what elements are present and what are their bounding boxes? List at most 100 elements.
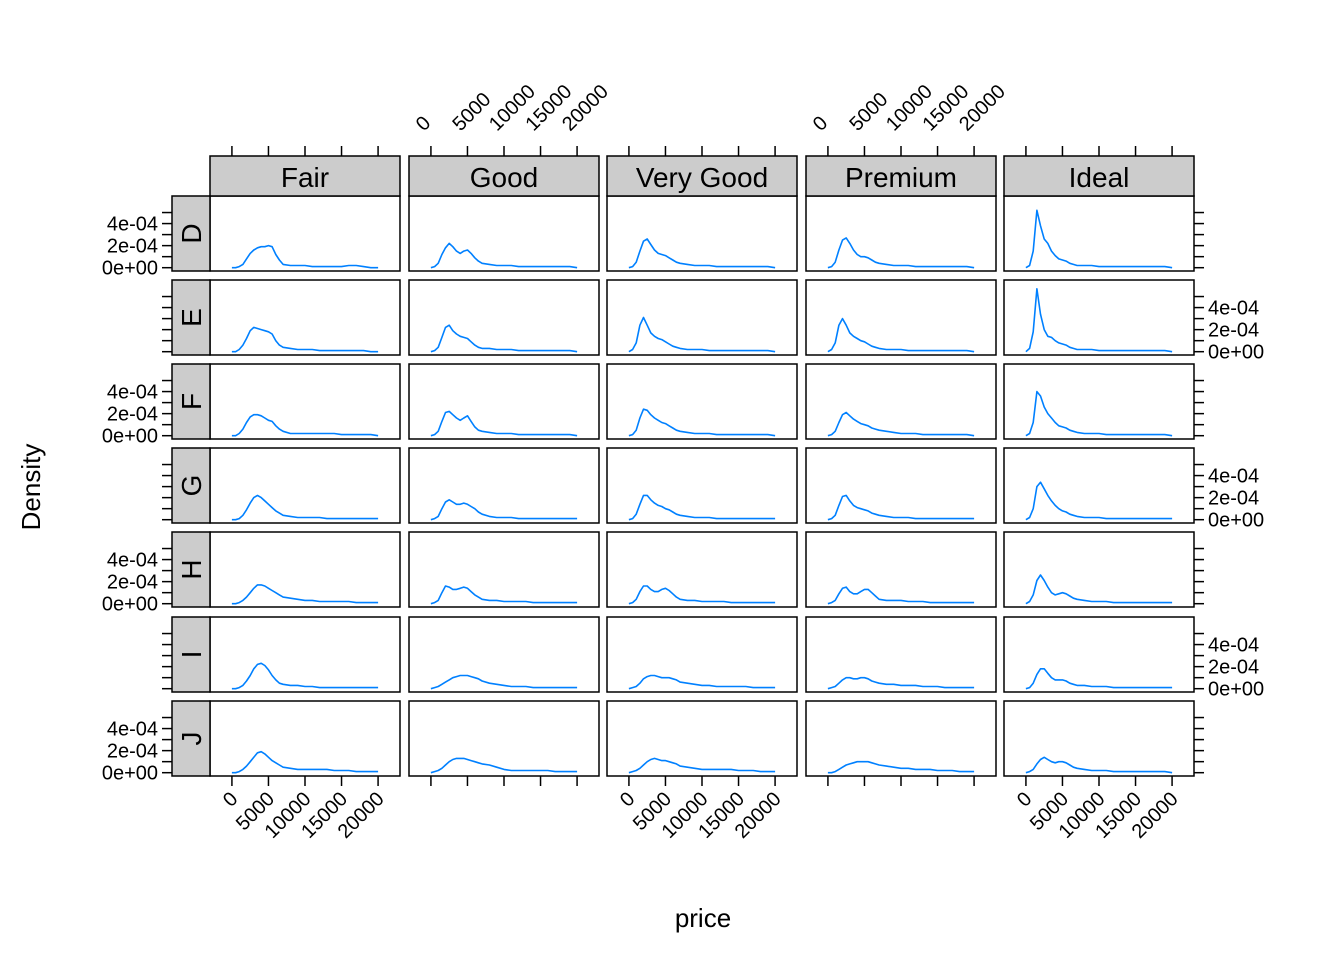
density-curve — [430, 324, 578, 353]
y-tick-label-right: 4e-04 — [1208, 635, 1259, 657]
row-strip-label: I — [176, 651, 207, 659]
row-strip — [171, 195, 211, 272]
panel-frame — [1003, 279, 1195, 356]
panel-frame — [606, 363, 798, 440]
density-curve — [231, 244, 379, 269]
x-tick-label-top: 5000 — [448, 89, 495, 136]
panels-layer — [209, 195, 1195, 777]
panel-frame — [805, 279, 997, 356]
density-curve — [1025, 481, 1173, 521]
y-tick-label-left: 4e-04 — [107, 214, 158, 236]
y-tick-label-left: 4e-04 — [107, 382, 158, 404]
row-strip-label: G — [176, 475, 207, 497]
row-strip-label: E — [176, 308, 207, 327]
panel-frame — [1003, 700, 1195, 777]
row-strip-label: D — [176, 223, 207, 243]
panel-frame — [805, 700, 997, 777]
panel-frame — [1003, 531, 1195, 608]
y-tick-label-left: 2e-04 — [107, 236, 158, 258]
density-curve — [628, 316, 776, 353]
panel-frame — [606, 195, 798, 272]
panel-frame — [408, 279, 600, 356]
panel-frame — [209, 279, 401, 356]
strips-layer: Fair Good Very Good Premium Ideal D E F G H I J — [171, 155, 1195, 777]
density-curve — [628, 494, 776, 521]
density-curve — [231, 413, 379, 437]
density-curve — [231, 326, 379, 353]
y-tick-label-left: 0e+00 — [102, 763, 158, 785]
y-tick-label-right: 2e-04 — [1208, 320, 1259, 342]
panel-frame — [805, 363, 997, 440]
density-curve — [231, 584, 379, 605]
density-curve — [430, 585, 578, 605]
panel-frame — [408, 616, 600, 693]
density-curve — [430, 499, 578, 521]
row-strip — [171, 279, 211, 356]
y-tick-label-left: 2e-04 — [107, 741, 158, 763]
row-strip — [171, 363, 211, 440]
panel-frame — [1003, 195, 1195, 272]
panel-frame — [408, 700, 600, 777]
row-strip-label: J — [176, 732, 207, 746]
column-strip-label: Premium — [845, 162, 957, 193]
column-strip-label: Very Good — [636, 162, 768, 193]
panel-frame — [408, 363, 600, 440]
column-strip — [606, 155, 798, 197]
panel-frame — [1003, 447, 1195, 524]
density-curve — [231, 494, 379, 521]
density-curve — [231, 750, 379, 774]
row-strip — [171, 616, 211, 693]
y-tick-label-right: 4e-04 — [1208, 466, 1259, 488]
panel-frame — [408, 531, 600, 608]
panel-frame — [209, 616, 401, 693]
y-tick-label-right: 4e-04 — [1208, 298, 1259, 320]
y-tick-label-right: 0e+00 — [1208, 510, 1264, 532]
x-tick-label-bottom: 0 — [219, 788, 242, 811]
density-curve — [628, 757, 776, 774]
panel-frame — [209, 363, 401, 440]
row-strip — [171, 447, 211, 524]
panel-frame — [606, 700, 798, 777]
density-curve — [628, 585, 776, 605]
density-curve — [827, 494, 975, 521]
y-tick-label-left: 2e-04 — [107, 404, 158, 426]
panel-frame — [606, 616, 798, 693]
density-curve — [628, 238, 776, 269]
y-tick-label-left: 2e-04 — [107, 572, 158, 594]
column-strip-label: Fair — [281, 162, 329, 193]
x-tick-label-top: 5000 — [845, 89, 892, 136]
column-strip — [209, 155, 401, 197]
y-tick-label-right: 2e-04 — [1208, 488, 1259, 510]
panel-frame — [209, 195, 401, 272]
y-tick-label-right: 0e+00 — [1208, 342, 1264, 364]
panel-frame — [209, 700, 401, 777]
density-curve — [430, 242, 578, 269]
column-strip — [805, 155, 997, 197]
x-tick-label-top: 0 — [412, 112, 435, 135]
density-curve — [628, 408, 776, 437]
density-curve — [1025, 288, 1173, 353]
row-strip-label: H — [176, 559, 207, 579]
density-curve — [1025, 756, 1173, 774]
density-curve — [1025, 574, 1173, 605]
panel-frame — [1003, 363, 1195, 440]
density-curve — [628, 674, 776, 690]
panel-frame — [408, 195, 600, 272]
x-tick-label-top: 0 — [809, 112, 832, 135]
x-axis-title: price — [675, 903, 731, 933]
density-curve — [827, 317, 975, 353]
row-strip-label: F — [176, 393, 207, 410]
panel-frame — [606, 531, 798, 608]
panel-frame — [209, 531, 401, 608]
panel-frame — [408, 447, 600, 524]
row-strip — [171, 531, 211, 608]
panel-frame — [606, 279, 798, 356]
panel-frame — [805, 616, 997, 693]
density-curve — [827, 237, 975, 269]
density-curve — [827, 586, 975, 605]
density-curve — [1025, 390, 1173, 437]
y-tick-label-left: 0e+00 — [102, 594, 158, 616]
density-curve — [430, 410, 578, 437]
panel-frame — [805, 447, 997, 524]
